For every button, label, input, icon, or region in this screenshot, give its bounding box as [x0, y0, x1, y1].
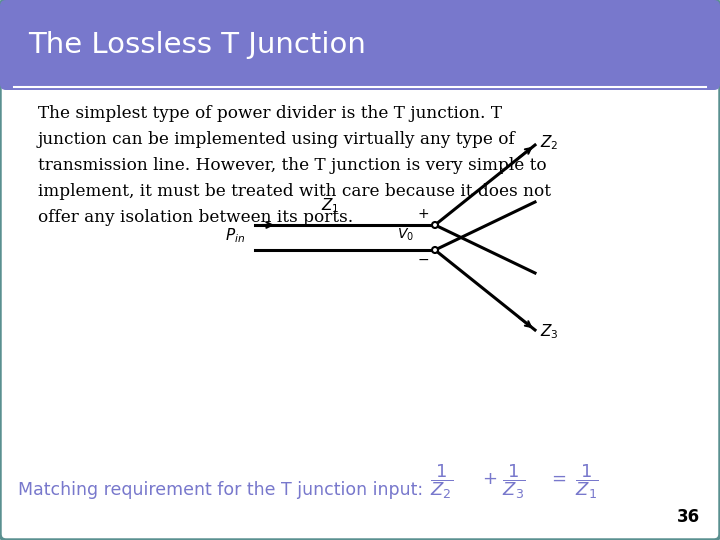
Text: $+\ \dfrac{1}{Z_3}$: $+\ \dfrac{1}{Z_3}$: [482, 463, 526, 501]
Text: Matching requirement for the T junction input:: Matching requirement for the T junction …: [18, 481, 423, 499]
Text: +: +: [417, 207, 429, 221]
Text: $Z_2$: $Z_2$: [540, 133, 559, 152]
Text: $P_{in}$: $P_{in}$: [225, 226, 245, 245]
Text: $Z_1$: $Z_1$: [320, 197, 339, 215]
Text: The simplest type of power divider is the T junction. T: The simplest type of power divider is th…: [38, 105, 502, 122]
Text: $\mathit{V_0}$: $\mathit{V_0}$: [397, 226, 413, 242]
Text: transmission line. However, the T junction is very simple to: transmission line. However, the T juncti…: [38, 157, 546, 174]
Text: $=\ \dfrac{1}{Z_1}$: $=\ \dfrac{1}{Z_1}$: [548, 463, 599, 501]
Text: implement, it must be treated with care because it does not: implement, it must be treated with care …: [38, 183, 551, 200]
Text: 36: 36: [677, 508, 700, 526]
Circle shape: [432, 247, 438, 253]
Text: offer any isolation between its ports.: offer any isolation between its ports.: [38, 209, 354, 226]
Bar: [6, 54, 714, 84]
Text: $Z_3$: $Z_3$: [540, 322, 559, 341]
Circle shape: [432, 222, 438, 228]
Text: $\dfrac{1}{Z_2}$: $\dfrac{1}{Z_2}$: [430, 463, 453, 501]
Text: The Lossless T Junction: The Lossless T Junction: [28, 31, 366, 59]
Text: junction can be implemented using virtually any type of: junction can be implemented using virtua…: [38, 131, 516, 148]
FancyBboxPatch shape: [0, 0, 720, 90]
Text: $-$: $-$: [417, 252, 429, 266]
